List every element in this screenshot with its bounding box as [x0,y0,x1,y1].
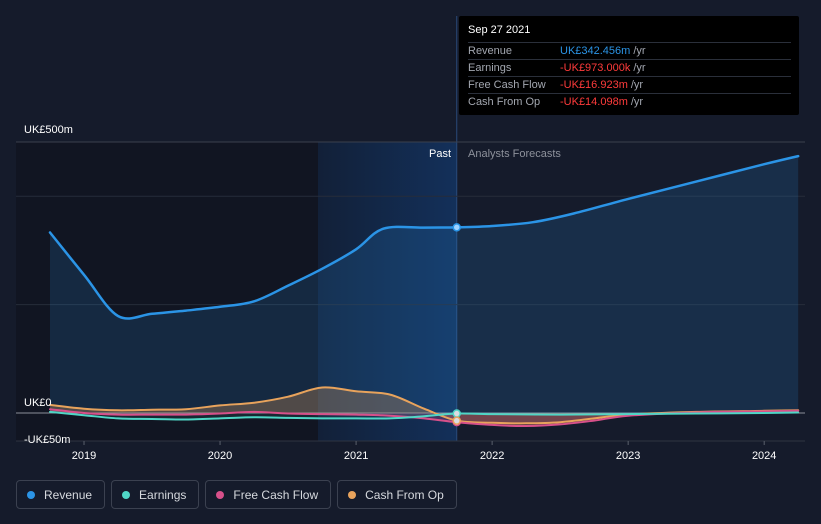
tooltip-row-earnings: Earnings -UK£973.000k /yr [468,59,791,76]
tooltip-label: Free Cash Flow [468,79,546,91]
legend-dot-icon [122,490,131,499]
tooltip-unit: /yr [630,79,644,91]
x-tick-label: 2020 [208,450,232,462]
tooltip-label: Earnings [468,62,512,74]
legend-item-cash-from-op[interactable]: Cash From Op [337,480,457,509]
tooltip-value: -UK£16.923m [560,79,628,91]
legend-label: Free Cash Flow [233,487,319,502]
chart-legend: Revenue Earnings Free Cash Flow Cash Fro… [16,480,457,509]
earnings-line [49,410,800,421]
tooltip-value: -UK£14.098m [560,96,628,108]
tooltip-row-cash-from-op: Cash From Op -UK£14.098m /yr [468,93,791,110]
y-axis-labels: UK£500m UK£0 -UK£50m [24,124,73,446]
x-axis-labels: 2019 2020 2021 2022 2023 2024 [72,441,776,462]
tooltip-unit: /yr [633,62,646,74]
x-tick-label: 2021 [344,450,368,462]
chart-lines [48,154,800,428]
x-tick-label: 2022 [480,450,504,462]
tooltip-row-free-cash-flow: Free Cash Flow -UK£16.923m /yr [468,76,791,93]
tooltip-label: Cash From Op [468,96,541,108]
highlight-region [317,142,457,441]
tooltip-row-revenue: Revenue UK£342.456m /yr [468,42,791,59]
earnings-marker [452,409,462,418]
tooltip-date: Sep 27 2021 [468,24,531,36]
revenue-marker [452,223,462,232]
y-tick-label: UK£0 [24,397,52,409]
x-tick-label: 2023 [616,450,640,462]
legend-item-earnings[interactable]: Earnings [111,480,200,509]
tooltip-value: -UK£973.000k [560,62,631,74]
x-tick-label: 2024 [752,450,776,462]
legend-label: Cash From Op [365,487,444,502]
revenue-line [48,154,800,320]
tooltip-label: Revenue [468,45,513,57]
y-tick-label: UK£500m [24,124,73,136]
legend-dot-icon [27,490,35,499]
chart-background [16,16,458,441]
tooltip-unit: /yr [630,96,644,108]
tooltip-panel: Sep 27 2021 Revenue UK£342.456m /yr Earn… [459,16,799,115]
legend-dot-icon [348,490,357,499]
legend-label: Revenue [44,487,93,502]
tooltip-unit: /yr [633,45,646,57]
y-tick-label: -UK£50m [24,434,70,446]
cash-from-op-marker [452,416,462,425]
free-cash-flow-line [49,408,800,428]
revenue-area [50,156,799,413]
legend-label: Earnings [139,487,187,502]
past-label: Past [429,148,451,160]
tooltip-value: UK£342.456m [560,45,631,57]
legend-item-free-cash-flow[interactable]: Free Cash Flow [205,480,332,509]
forecast-label: Analysts Forecasts [468,148,561,160]
x-tick-label: 2019 [72,450,96,462]
chart-markers [452,223,462,427]
legend-item-revenue[interactable]: Revenue [16,480,106,509]
legend-dot-icon [216,490,225,499]
